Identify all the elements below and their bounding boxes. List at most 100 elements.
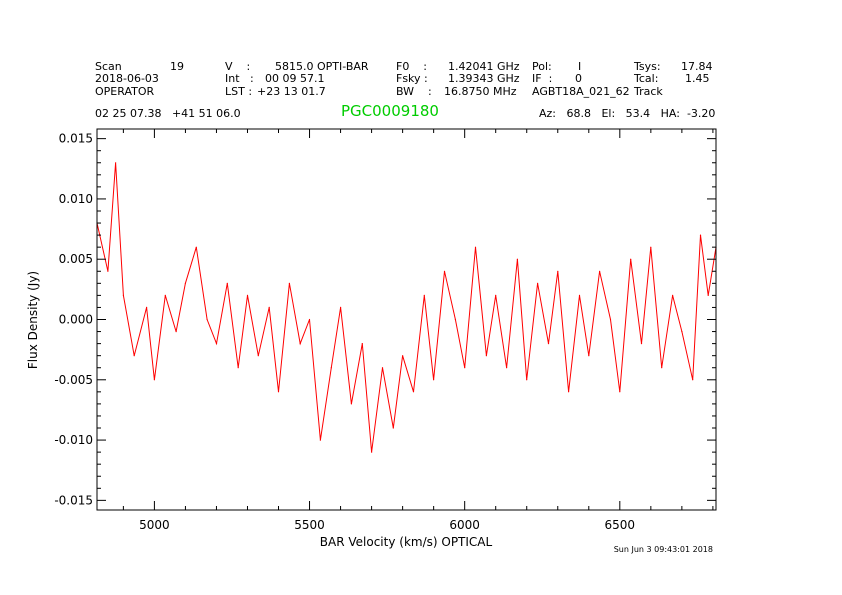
spectrum-point [630, 258, 632, 260]
spectrum-point [692, 379, 694, 381]
spectrum-point [433, 379, 435, 381]
spectrum-point [464, 367, 466, 369]
y-tick-label: -0.015 [54, 493, 93, 507]
x-tick-label: 6500 [605, 518, 636, 532]
x-tick-label: 5500 [294, 518, 325, 532]
spectrum-point [277, 391, 280, 393]
spectrum-point [381, 367, 384, 369]
spectrum-point [350, 403, 352, 405]
spectrum-point [423, 294, 425, 296]
tsys-value: 17.84 [681, 60, 713, 73]
spectrum-point [164, 294, 166, 296]
y-tick-label: -0.005 [54, 373, 93, 387]
spectrum-point [672, 294, 674, 296]
scan-value: 19 [170, 60, 184, 73]
spectrum-point [681, 331, 683, 333]
fsky-value: 1.39343 GHz [448, 72, 520, 85]
scan-label: Scan [95, 60, 122, 73]
f0-value: 1.42041 GHz [448, 60, 520, 73]
spectrum-point [153, 379, 155, 381]
spectrum-point [330, 367, 332, 369]
source-name: PGC0009180 [341, 102, 439, 120]
spectrum-point [568, 391, 570, 393]
pol-value: I [578, 60, 582, 73]
f0-label: F0 : [396, 60, 428, 73]
spectrum-point [557, 270, 559, 272]
spectrum-point [257, 355, 259, 357]
spectrum-point [361, 343, 363, 345]
spectrum-point [122, 294, 124, 296]
spectrum-point [319, 439, 321, 441]
spectrum-point [299, 343, 301, 345]
spectrum-point [107, 270, 109, 272]
pointing-info: Az: 68.8 El: 53.4 HA: -3.20 [539, 107, 716, 120]
x-tick-label: 6000 [449, 518, 480, 532]
spectrum-point [392, 427, 394, 429]
tcal-label: Tcal: [634, 72, 659, 85]
spectrum-point [699, 234, 702, 236]
spectrum-point [443, 270, 446, 272]
spectrum-point [495, 294, 497, 296]
plot-frame [96, 128, 717, 511]
y-tick-label: 0.010 [59, 192, 93, 206]
spectrum-point [526, 379, 528, 381]
y-tick-label: -0.010 [54, 433, 93, 447]
pol-label: Pol: [532, 60, 552, 73]
integration-label: Int : [225, 72, 254, 85]
project-id: AGBT18A_021_62 [532, 85, 630, 98]
spectrum-point [578, 294, 581, 296]
spectrum-point [454, 318, 456, 321]
spectrum-point [474, 246, 477, 248]
spectrum-point [237, 367, 239, 369]
spectrum-point [599, 270, 601, 272]
lst-label: LST : [225, 85, 253, 98]
spectrum-point [661, 367, 663, 369]
y-tick-label: 0.005 [59, 252, 93, 266]
spectrum-point [547, 343, 550, 345]
bw-value: 16.8750 MHz [444, 85, 517, 98]
spectrum-point [506, 367, 508, 369]
y-tick-label: 0.000 [59, 313, 93, 327]
spectrum-point [588, 355, 590, 357]
spectrum-point [707, 294, 709, 296]
spectrum-point [246, 294, 249, 296]
spectrum-point [402, 355, 404, 357]
spectrum-point [516, 258, 519, 260]
observation-date: 2018-06-03 [95, 72, 159, 85]
if-value: 0 [575, 72, 582, 85]
spectrum-point [146, 306, 148, 308]
spectrum-point [371, 451, 373, 453]
spectrum-series-line [96, 162, 717, 453]
integration-value: 00 09 57.1 [265, 72, 325, 85]
plot-timestamp: Sun Jun 3 09:43:01 2018 [614, 545, 713, 554]
x-axis-label: BAR Velocity (km/s) OPTICAL [320, 535, 493, 549]
spectrum-point [609, 318, 612, 321]
y-axis-label: Flux Density (Jy) [26, 271, 40, 369]
spectrum-point [640, 343, 643, 345]
spectrum-point [195, 246, 197, 248]
spectrum-point [206, 318, 208, 321]
spectrum-point [215, 343, 218, 345]
spectrum-point [133, 355, 135, 357]
x-tick-label: 5000 [139, 518, 170, 532]
spectrum-point [115, 162, 117, 164]
spectrum-point [288, 282, 290, 284]
spectrum-point [226, 282, 228, 284]
source-coordinates: 02 25 07.38 +41 51 06.0 [95, 107, 241, 120]
tsys-label: Tsys: [634, 60, 661, 73]
spectrum-point [184, 282, 186, 284]
spectrum-point [485, 355, 487, 357]
spectrum-point [619, 391, 621, 393]
spectrum-point [268, 306, 270, 308]
operator-label: OPERATOR [95, 85, 155, 98]
spectrum-point [308, 318, 311, 321]
tcal-value: 1.45 [685, 72, 710, 85]
spectrum-point [175, 331, 177, 333]
lst-value: +23 13 01.7 [257, 85, 326, 98]
spectrum-point [412, 391, 415, 393]
spectrum-point [537, 282, 539, 284]
bw-label: BW : [396, 85, 432, 98]
velocity-value: 5815.0 OPTI-BAR [275, 60, 369, 73]
if-label: IF : [532, 72, 553, 85]
